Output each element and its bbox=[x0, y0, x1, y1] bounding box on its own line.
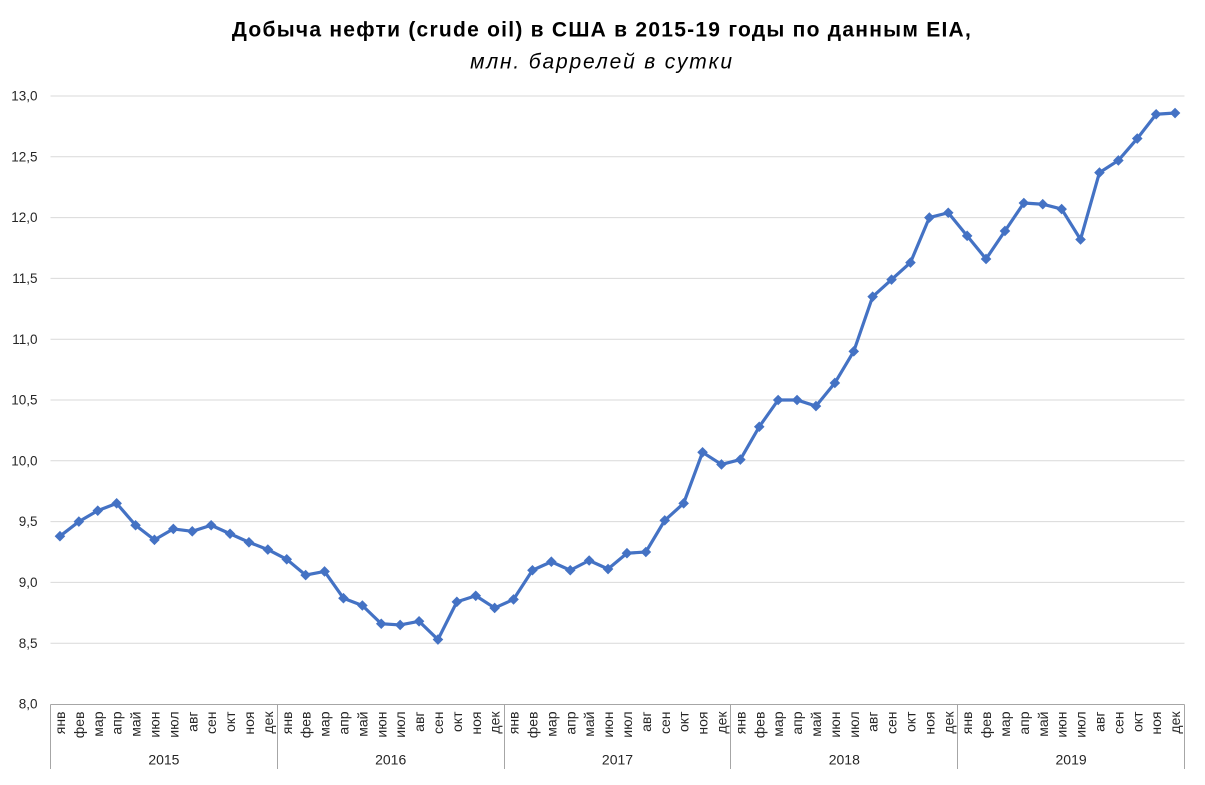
svg-text:2017: 2017 bbox=[602, 752, 633, 768]
svg-text:сен: сен bbox=[430, 712, 446, 735]
svg-text:июл: июл bbox=[1073, 712, 1089, 738]
svg-text:май: май bbox=[581, 712, 597, 737]
svg-text:Добыча нефти (crude oil) в США: Добыча нефти (crude oil) в США в 2015-19… bbox=[232, 19, 972, 42]
svg-text:дек: дек bbox=[940, 711, 956, 734]
svg-text:фев: фев bbox=[298, 712, 314, 739]
svg-text:окт: окт bbox=[1129, 711, 1145, 732]
svg-text:ноя: ноя bbox=[921, 712, 937, 735]
svg-text:май: май bbox=[354, 712, 370, 737]
svg-text:млн. баррелей в сутки: млн. баррелей в сутки bbox=[470, 51, 734, 74]
svg-text:2015: 2015 bbox=[148, 752, 179, 768]
svg-text:9,0: 9,0 bbox=[19, 575, 38, 590]
svg-text:мар: мар bbox=[543, 711, 559, 736]
svg-text:окт: окт bbox=[449, 711, 465, 732]
svg-text:8,0: 8,0 bbox=[19, 697, 38, 712]
svg-text:авг: авг bbox=[865, 712, 881, 732]
svg-text:май: май bbox=[128, 712, 144, 737]
svg-text:июн: июн bbox=[1054, 712, 1070, 738]
svg-text:10,0: 10,0 bbox=[11, 453, 37, 468]
svg-text:июн: июн bbox=[827, 712, 843, 738]
svg-text:окт: окт bbox=[902, 711, 918, 732]
svg-text:фев: фев bbox=[978, 712, 994, 739]
svg-text:июн: июн bbox=[600, 712, 616, 738]
svg-text:май: май bbox=[808, 712, 824, 737]
svg-text:сен: сен bbox=[657, 712, 673, 735]
svg-text:сен: сен bbox=[884, 712, 900, 735]
svg-text:янв: янв bbox=[732, 712, 748, 735]
svg-text:апр: апр bbox=[562, 711, 578, 734]
svg-text:мар: мар bbox=[770, 711, 786, 736]
svg-text:апр: апр bbox=[109, 711, 125, 734]
svg-text:фев: фев bbox=[524, 712, 540, 739]
svg-text:апр: апр bbox=[789, 711, 805, 734]
svg-text:ноя: ноя bbox=[241, 712, 257, 735]
svg-text:2016: 2016 bbox=[375, 752, 406, 768]
svg-text:июл: июл bbox=[846, 712, 862, 738]
svg-text:дек: дек bbox=[487, 711, 503, 734]
svg-text:ноя: ноя bbox=[695, 712, 711, 735]
svg-text:янв: янв bbox=[959, 712, 975, 735]
svg-text:авг: авг bbox=[1091, 712, 1107, 732]
svg-text:июл: июл bbox=[392, 712, 408, 738]
svg-text:ноя: ноя bbox=[1148, 712, 1164, 735]
svg-text:мар: мар bbox=[997, 711, 1013, 736]
svg-text:дек: дек bbox=[1167, 711, 1183, 734]
svg-text:май: май bbox=[1035, 712, 1051, 737]
svg-text:13,0: 13,0 bbox=[11, 89, 37, 104]
svg-text:апр: апр bbox=[335, 711, 351, 734]
svg-text:сен: сен bbox=[1110, 712, 1126, 735]
svg-text:дек: дек bbox=[260, 711, 276, 734]
svg-text:12,5: 12,5 bbox=[11, 149, 37, 164]
svg-text:янв: янв bbox=[279, 712, 295, 735]
svg-text:апр: апр bbox=[1016, 711, 1032, 734]
svg-text:2019: 2019 bbox=[1056, 752, 1087, 768]
svg-text:мар: мар bbox=[317, 711, 333, 736]
svg-text:сен: сен bbox=[203, 712, 219, 735]
svg-text:июн: июн bbox=[373, 712, 389, 738]
svg-text:9,5: 9,5 bbox=[19, 514, 38, 529]
svg-text:12,0: 12,0 bbox=[11, 210, 37, 225]
svg-text:11,0: 11,0 bbox=[12, 332, 37, 347]
svg-text:ноя: ноя bbox=[468, 712, 484, 735]
svg-text:окт: окт bbox=[222, 711, 238, 732]
svg-text:июн: июн bbox=[146, 712, 162, 738]
svg-text:авг: авг bbox=[184, 712, 200, 732]
svg-text:окт: окт bbox=[676, 711, 692, 732]
svg-text:8,5: 8,5 bbox=[19, 636, 38, 651]
svg-text:фев: фев bbox=[751, 712, 767, 739]
svg-text:2018: 2018 bbox=[829, 752, 860, 768]
svg-text:июл: июл bbox=[165, 712, 181, 738]
svg-text:10,5: 10,5 bbox=[11, 393, 37, 408]
svg-text:янв: янв bbox=[52, 712, 68, 735]
svg-text:фев: фев bbox=[71, 712, 87, 739]
svg-text:мар: мар bbox=[90, 711, 106, 736]
svg-text:авг: авг bbox=[411, 712, 427, 732]
svg-text:авг: авг bbox=[638, 712, 654, 732]
svg-text:дек: дек bbox=[713, 711, 729, 734]
svg-text:янв: янв bbox=[506, 712, 522, 735]
svg-text:11,5: 11,5 bbox=[12, 271, 37, 286]
svg-text:июл: июл bbox=[619, 712, 635, 738]
